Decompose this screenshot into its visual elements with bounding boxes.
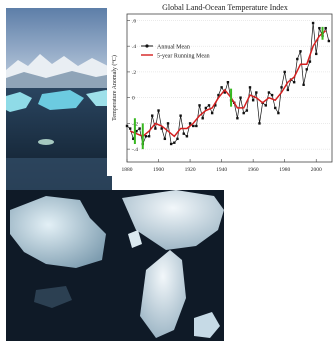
annual-mean-point xyxy=(277,111,280,115)
annual-mean-point xyxy=(188,122,192,125)
legend-annual-label: Annual Mean xyxy=(157,45,190,51)
annual-mean-point xyxy=(179,114,182,117)
annual-mean-point xyxy=(305,68,308,71)
annual-mean-point xyxy=(135,129,138,133)
annual-mean-point xyxy=(280,86,283,89)
annual-mean-point xyxy=(160,127,163,130)
annual-mean-point xyxy=(223,91,226,94)
annual-mean-point xyxy=(169,142,173,146)
temperature-chart: Global Land-Ocean Temperature Index Temp… xyxy=(111,3,333,173)
legend-annual-marker xyxy=(145,44,149,48)
chart-marks xyxy=(125,21,331,150)
y-axis-label: Temperature Anomaly (°C) xyxy=(111,55,118,121)
annual-mean-point xyxy=(239,96,242,99)
annual-mean-point xyxy=(327,39,331,43)
chart-legend: Annual Mean 5-year Running Mean xyxy=(141,44,210,60)
chart-title: Global Land-Ocean Temperature Index xyxy=(162,3,288,12)
y-tick-label: .6 xyxy=(132,18,136,24)
annual-mean-point xyxy=(207,104,211,107)
annual-mean-point xyxy=(195,124,198,128)
annual-mean-point xyxy=(132,137,135,141)
annual-mean-point xyxy=(201,117,204,120)
x-tick-label: 1900 xyxy=(153,167,164,173)
annual-mean-point xyxy=(163,137,167,141)
legend-running-label: 5-year Running Mean xyxy=(157,54,210,60)
annual-mean-point xyxy=(315,52,318,56)
annual-mean-point xyxy=(274,106,277,110)
annual-mean-point xyxy=(210,111,214,115)
annual-mean-point xyxy=(258,122,261,125)
x-tick-label: 2000 xyxy=(311,167,322,173)
annual-mean-point xyxy=(182,132,185,135)
annual-mean-point xyxy=(245,109,249,112)
annual-mean-point xyxy=(264,104,267,107)
annual-mean-point xyxy=(166,122,170,125)
floating-ice-photo xyxy=(6,190,224,341)
annual-mean-point xyxy=(138,127,141,130)
annual-mean-point xyxy=(283,70,286,74)
annual-mean-point xyxy=(255,91,258,94)
annual-mean-point xyxy=(151,114,154,117)
annual-mean-point xyxy=(267,91,271,94)
annual-mean-point xyxy=(286,88,290,92)
y-tick-label: .2 xyxy=(132,70,136,76)
x-tick-label: 1920 xyxy=(185,167,196,173)
annual-mean-point xyxy=(308,60,312,63)
annual-mean-point xyxy=(176,137,179,141)
annual-mean-point xyxy=(251,99,255,102)
annual-mean-point xyxy=(144,135,148,138)
x-tick-label: 1980 xyxy=(279,167,290,173)
annual-mean-point xyxy=(311,21,315,25)
annual-mean-point xyxy=(236,117,239,120)
annual-mean-point xyxy=(154,127,157,130)
x-axis-ticks: 1880 1900 1920 1940 1960 1980 2000 xyxy=(122,159,322,173)
annual-mean-point xyxy=(299,50,302,53)
annual-mean-point xyxy=(157,109,160,112)
annual-mean-point xyxy=(214,104,217,107)
annual-mean-point xyxy=(226,81,230,84)
annual-mean-point xyxy=(125,124,129,128)
annual-mean-point xyxy=(296,57,299,61)
annual-mean-point xyxy=(128,127,132,130)
running-mean-line xyxy=(129,30,327,138)
y-tick-label: .4 xyxy=(132,44,136,50)
annual-mean-point xyxy=(302,83,305,86)
floating-ice-photo-art xyxy=(6,190,224,341)
y-tick-label: 0 xyxy=(132,96,135,102)
annual-mean-point xyxy=(220,86,223,89)
annual-mean-point xyxy=(192,124,195,128)
x-tick-label: 1940 xyxy=(216,167,227,173)
annual-mean-point xyxy=(318,26,321,30)
annual-mean-point xyxy=(324,26,327,30)
temperature-chart-panel: Global Land-Ocean Temperature Index Temp… xyxy=(107,0,333,176)
annual-mean-point xyxy=(248,86,252,89)
annual-mean-point xyxy=(292,81,296,84)
x-tick-label: 1960 xyxy=(248,167,259,173)
plot-frame xyxy=(126,13,333,163)
glacier-lake-photo-art xyxy=(6,8,112,190)
chart-gridlines xyxy=(127,20,332,150)
annual-mean-point xyxy=(147,135,151,138)
x-tick-label: 1880 xyxy=(122,167,133,173)
annual-mean-line xyxy=(126,22,330,146)
annual-mean-point xyxy=(173,141,176,144)
annual-mean-point xyxy=(242,111,245,115)
annual-mean-point xyxy=(270,93,274,97)
annual-mean-point xyxy=(198,104,201,107)
annual-mean-point xyxy=(185,135,189,138)
y-tick-label: -.4 xyxy=(132,147,138,153)
annual-mean-point xyxy=(217,93,220,97)
glacier-lake-photo xyxy=(6,8,112,190)
annual-mean-point xyxy=(204,106,208,110)
